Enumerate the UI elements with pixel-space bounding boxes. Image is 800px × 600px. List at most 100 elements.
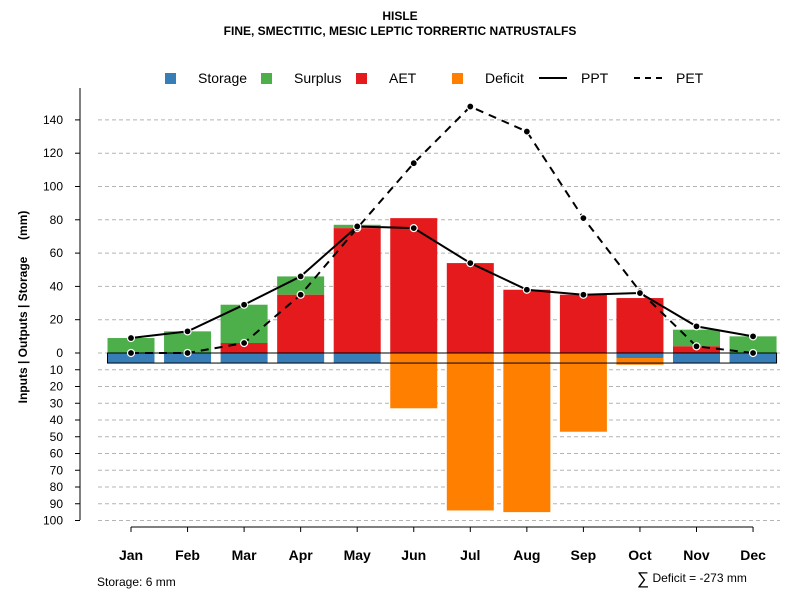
- deficit-bar: [503, 353, 551, 513]
- aet-bar: [390, 218, 438, 353]
- ppt-line-point: [748, 332, 758, 341]
- surplus-bar: [107, 338, 155, 353]
- legend-line-ppt: [539, 77, 567, 79]
- ppt-line-point: [240, 300, 249, 309]
- ppt-line-point: [183, 327, 192, 336]
- ppt-line-point: [522, 285, 531, 294]
- y-tick-label: 20: [50, 380, 64, 394]
- legend-item-pet: PET: [634, 70, 703, 86]
- ppt-line-point: [466, 258, 475, 268]
- y-tick-label: 90: [50, 497, 64, 511]
- y-tick-label: 80: [50, 480, 64, 494]
- x-tick-label: May: [344, 547, 371, 563]
- storage-note: Storage: 6 mm: [97, 575, 176, 589]
- legend-item-deficit: Deficit: [452, 70, 524, 86]
- storage-outline: [107, 352, 778, 364]
- x-tick-label: Apr: [289, 547, 314, 563]
- storage-bar: [277, 353, 325, 364]
- y-tick-label: 40: [50, 413, 64, 427]
- aet-bar: [333, 228, 381, 353]
- legend-line-pet: [634, 77, 662, 79]
- aet-bar: [220, 343, 268, 353]
- legend-swatch-aet: [356, 72, 367, 84]
- legend-label-storage: Storage: [198, 70, 248, 86]
- y-tick-label: 100: [43, 180, 63, 194]
- storage-bar: [616, 353, 664, 359]
- aet-bar: [277, 294, 325, 353]
- pet-line: [131, 105, 754, 354]
- ppt-line-point: [579, 290, 588, 299]
- storage-bar: [673, 353, 720, 364]
- ppt-line-point: [692, 322, 701, 331]
- ppt-line: [130, 225, 754, 340]
- aet-bar: [503, 289, 551, 353]
- deficit-bar: [559, 353, 607, 432]
- aet-bar: [559, 294, 607, 353]
- x-tick-label: Jan: [119, 547, 143, 563]
- deficit-note-text: Deficit = -273 mm: [652, 571, 747, 585]
- x-tick-label: Aug: [513, 547, 540, 563]
- legend-label-pet: PET: [676, 70, 704, 86]
- legend-swatch-deficit: [452, 72, 463, 84]
- legend-label-ppt: PPT: [581, 70, 609, 86]
- pet-line-point: [522, 127, 531, 136]
- storage-bar: [729, 353, 777, 364]
- storage-bar: [107, 353, 155, 364]
- y-tick-label: 0: [56, 346, 63, 360]
- pet-line-point: [579, 214, 588, 223]
- legend-label-surplus: Surplus: [294, 70, 342, 86]
- deficit-note: ∑ Deficit = -273 mm: [637, 569, 747, 589]
- ppt-line-point: [409, 224, 418, 233]
- pet-line-point: [296, 290, 305, 299]
- y-tick-label: 120: [43, 146, 63, 160]
- legend-swatch-surplus: [261, 72, 272, 84]
- legend-label-deficit: Deficit: [485, 70, 524, 86]
- legend-label-aet: AET: [389, 70, 417, 86]
- legend-swatch-storage: [165, 72, 176, 84]
- pet-line-point: [126, 348, 136, 358]
- y-tick-label: 10: [50, 363, 64, 377]
- x-tick-label: Nov: [683, 547, 710, 563]
- ppt-line-point: [296, 272, 305, 281]
- y-tick-label: 40: [50, 279, 64, 293]
- pet-line-point: [240, 338, 249, 348]
- chart-subtitle: FINE, SMECTITIC, MESIC LEPTIC TORRERTIC …: [223, 24, 577, 38]
- legend-item-storage: Storage: [165, 70, 247, 86]
- y-tick-label: 70: [50, 463, 64, 477]
- deficit-bar: [390, 353, 438, 409]
- ppt-line-point: [635, 288, 645, 298]
- pet-line-point: [466, 102, 475, 111]
- x-tick-label: Feb: [175, 547, 200, 563]
- legend-item-ppt: PPT: [539, 70, 608, 86]
- surplus-bar: [164, 331, 212, 353]
- storage-bar: [333, 353, 381, 364]
- sigma-symbol: ∑: [637, 569, 650, 588]
- pet-line-point: [183, 348, 192, 358]
- pet-line-point: [748, 348, 758, 358]
- surplus-bar: [729, 336, 777, 353]
- y-tick-label: 50: [50, 430, 64, 444]
- pet-line-point: [692, 342, 701, 351]
- x-tick-label: Mar: [232, 547, 257, 563]
- ppt-line-point: [126, 333, 136, 343]
- aet-bar: [446, 263, 494, 353]
- x-tick-label: Oct: [628, 547, 652, 563]
- surplus-bar: [220, 304, 268, 344]
- deficit-bar: [616, 358, 664, 365]
- chart-title: HISLE: [382, 9, 418, 23]
- x-tick-label: Jul: [460, 547, 480, 563]
- x-tick-label: Jun: [401, 547, 426, 563]
- ppt-line-point: [353, 222, 362, 231]
- legend-item-surplus: Surplus: [261, 70, 341, 86]
- y-tick-label: 100: [43, 514, 63, 528]
- x-tick-label: Dec: [740, 547, 766, 563]
- y-tick-label: 140: [43, 113, 63, 127]
- pet-line-point: [409, 159, 418, 168]
- y-tick-label: 60: [50, 246, 64, 260]
- legend-item-aet: AET: [356, 70, 416, 86]
- deficit-bar: [446, 353, 494, 511]
- storage-bar: [164, 353, 212, 364]
- y-tick-label: 30: [50, 396, 64, 410]
- y-tick-label: 80: [50, 213, 64, 227]
- surplus-bar: [277, 276, 325, 295]
